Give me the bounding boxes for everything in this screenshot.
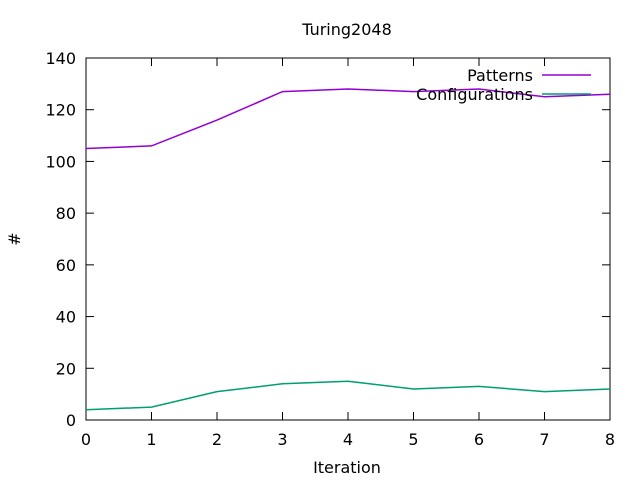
legend-label-patterns: Patterns	[467, 66, 533, 85]
series-line-patterns	[85, 88, 611, 150]
x-tick-label: 1	[146, 430, 156, 449]
x-tick-label: 3	[277, 430, 287, 449]
y-tick-label: 40	[56, 308, 76, 327]
x-tick-label: 6	[474, 430, 484, 449]
x-axis-label: Iteration	[313, 458, 381, 477]
plot-area: 0 20 40 60 80 100 120 140 0 1 2 3 4 5 6 7 8 PatternsConfi…	[45, 49, 615, 449]
y-tick-label: 140	[45, 49, 76, 68]
y-tick-label: 120	[45, 101, 76, 120]
y-tick-label: 20	[56, 359, 76, 378]
plot-frame	[85, 57, 611, 421]
y-axis-label: #	[5, 232, 24, 245]
x-tick-label: 7	[539, 430, 549, 449]
y-tick-label: 80	[56, 204, 76, 223]
y-tick-label: 60	[56, 256, 76, 275]
y-tick-label: 0	[66, 411, 76, 430]
series-line-configurations	[85, 380, 611, 411]
x-tick-label: 2	[212, 430, 222, 449]
legend-label-configurations: Configurations	[416, 85, 533, 104]
chart-title: Turing2048	[301, 20, 392, 39]
x-tick-label: 5	[408, 430, 418, 449]
x-tick-label: 4	[343, 430, 353, 449]
y-tick-label: 100	[45, 152, 76, 171]
x-tick-label: 8	[605, 430, 615, 449]
x-tick-label: 0	[81, 430, 91, 449]
